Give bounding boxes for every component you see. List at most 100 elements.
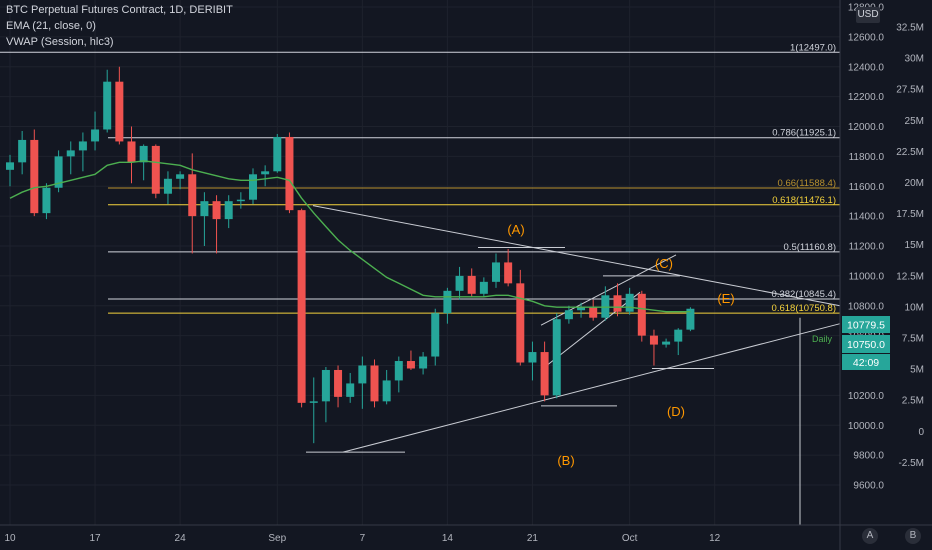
volume-tick-label: 17.5M [896, 209, 924, 220]
time-tick-label: 12 [709, 533, 721, 544]
scale-options-button[interactable]: B [905, 528, 921, 544]
candle-body [176, 174, 185, 179]
legend-ema[interactable]: EMA (21, close, 0) [6, 20, 96, 32]
price-tick-label: 11400.0 [849, 212, 885, 223]
candle-body [577, 307, 586, 311]
candle-body [273, 136, 282, 172]
fibonacci-retracement: 1(12497.0) 0.786(11925.1) 0.66(11588.4) 0.6… [0, 42, 840, 314]
last-price-badge [842, 316, 890, 333]
wave-label: (B) [557, 453, 574, 468]
candle-body [30, 139, 39, 214]
candle-body [674, 329, 683, 342]
volume-tick-label: 15M [905, 240, 924, 251]
time-tick-label: 7 [360, 533, 366, 544]
trendline [342, 323, 841, 453]
candle-body [261, 171, 270, 175]
candle-body [649, 335, 658, 345]
wave-label: (E) [717, 291, 734, 306]
candle-body [382, 380, 391, 402]
volume-tick-label: 0 [918, 427, 924, 438]
candle-body [151, 145, 160, 194]
candle-body [54, 156, 63, 188]
fib-level-label: 0.786(11925.1) [772, 128, 836, 139]
volume-tick-label: 20M [905, 178, 924, 189]
time-tick-label: 24 [175, 533, 187, 544]
candle-body [467, 275, 476, 294]
fib-level-label: 0.66(11588.4) [778, 178, 836, 189]
candle-body [212, 201, 221, 220]
ema-price-badge [842, 335, 890, 353]
countdown-value: 42:09 [853, 357, 879, 369]
price-tick-label: 10000.0 [848, 421, 885, 432]
time-tick-label: 21 [527, 533, 539, 544]
price-tick-label: 9600.0 [853, 481, 884, 492]
candlestick-series [6, 66, 695, 444]
candle-body [78, 141, 87, 151]
candle-body [516, 283, 525, 363]
price-tick-label: 10800.0 [848, 301, 885, 312]
candle-body [200, 201, 209, 217]
time-tick-label: 14 [442, 533, 454, 544]
volume-tick-label: 2.5M [902, 396, 924, 407]
candle-body [431, 313, 440, 357]
candle-body [66, 150, 75, 157]
wave-label: (A) [507, 222, 524, 237]
candle-body [297, 210, 306, 403]
candle-body [613, 295, 622, 312]
candle-body [321, 369, 330, 402]
wave-label: (C) [655, 256, 673, 271]
price-tick-label: 12400.0 [848, 62, 885, 73]
candle-body [540, 352, 549, 396]
candle-body [346, 383, 355, 397]
candle-body [443, 290, 452, 314]
volume-tick-label: 7.5M [902, 334, 924, 345]
candle-body [285, 136, 294, 211]
wave-label: (D) [667, 404, 685, 419]
trendline [312, 205, 841, 307]
candle-body [479, 281, 488, 294]
price-tick-label: 11000.0 [849, 271, 885, 282]
candle-body [249, 174, 257, 200]
volume-tick-label: 25M [905, 116, 924, 127]
candle-body [188, 174, 197, 217]
candle-body [686, 308, 695, 330]
auto-scale-button[interactable]: A [862, 528, 878, 544]
candle-body [406, 361, 415, 369]
volume-axis: 32.5M 30M 27.5M 25M 22.5M 20M 17.5M 15M 12.5M 10M… [896, 23, 924, 469]
volume-tick-label: 30M [905, 54, 924, 65]
currency-button[interactable]: USD [856, 7, 880, 23]
legend-title[interactable]: BTC Perpetual Futures Contract, 1D, DERI… [6, 4, 233, 16]
price-tick-label: 9800.0 [853, 451, 884, 462]
fib-level-label: 0.618(10750.8) [772, 303, 836, 314]
volume-tick-label: 27.5M [896, 85, 924, 96]
candle-body [103, 81, 112, 130]
daily-label: Daily [812, 334, 833, 344]
candle-body [601, 295, 610, 318]
time-tick-label: Oct [622, 533, 638, 544]
fib-level-label: 0.618(11476.1) [772, 195, 836, 206]
volume-tick-label: 5M [910, 365, 924, 376]
candle-body [42, 187, 51, 214]
candle-body [528, 352, 537, 363]
volume-tick-label: 22.5M [896, 147, 924, 158]
time-tick-label: Sep [268, 533, 286, 544]
candle-body [236, 199, 245, 202]
legend-vwap[interactable]: VWAP (Session, hlc3) [6, 36, 114, 48]
candle-body [6, 162, 14, 170]
price-tick-label: 10200.0 [848, 391, 885, 402]
price-tick-label: 12600.0 [848, 32, 885, 43]
candle-body [127, 141, 136, 163]
time-tick-label: 10 [4, 533, 16, 544]
candle-body [370, 365, 379, 402]
candle-body [163, 178, 172, 194]
trendline [540, 254, 677, 326]
fib-level-label: 1(12497.0) [790, 42, 836, 53]
candle-body [637, 293, 646, 336]
time-axis: 10 17 24 Sep 7 14 21 Oct 12 [0, 524, 932, 544]
volume-tick-label: -2.5M [898, 458, 924, 469]
price-tick-label: 11600.0 [849, 182, 885, 193]
candle-body [334, 369, 343, 397]
candle-body [18, 139, 27, 163]
fib-level-label: 0.5(11160.8) [784, 242, 836, 253]
